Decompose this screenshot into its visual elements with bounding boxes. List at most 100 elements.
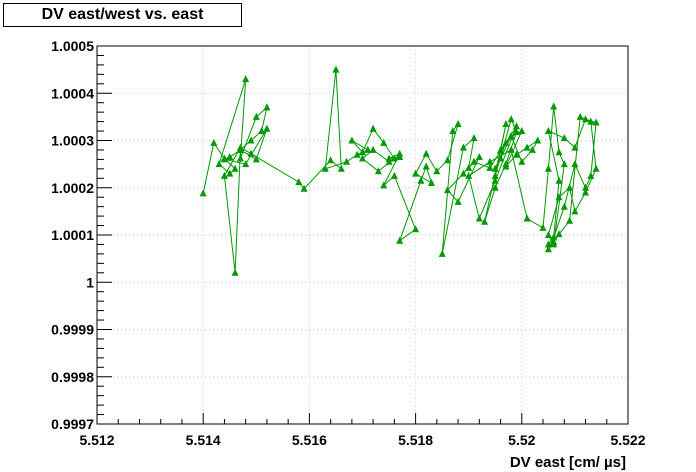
data-point-triangle <box>343 157 351 165</box>
data-point-triangle <box>491 176 499 184</box>
data-point-triangle <box>332 65 340 73</box>
data-point-triangle <box>539 223 547 231</box>
y-tick-label: 0.9998 <box>51 369 94 385</box>
data-point-triangle <box>396 236 404 244</box>
data-point-triangle <box>390 154 398 162</box>
data-point-triangle <box>231 164 239 172</box>
data-point-triangle <box>215 160 223 168</box>
data-point-triangle <box>385 154 393 162</box>
data-point-triangle <box>321 164 329 172</box>
data-point-triangle <box>582 115 589 123</box>
data-point-triangle <box>390 171 398 179</box>
y-tick-label: 1.0001 <box>51 227 94 243</box>
data-point-triangle <box>417 176 425 184</box>
data-point-triangle <box>438 249 446 257</box>
data-point-triangle <box>523 214 531 222</box>
data-point-triangle <box>576 112 584 120</box>
data-point-triangle <box>465 163 473 171</box>
x-tick-label: 5.52 <box>508 432 535 448</box>
tick-labels: 5.512 5.514 5.516 5.518 5.52 5.522 0.9997 0.999… <box>51 38 646 448</box>
data-point-triangle <box>513 122 520 130</box>
data-point-triangle <box>449 127 457 134</box>
data-point-triangle <box>544 245 552 253</box>
data-point-triangle <box>502 120 510 127</box>
data-point-triangle <box>582 188 589 196</box>
data-point-triangle <box>369 124 377 132</box>
data-point-triangle <box>475 214 483 222</box>
data-point-triangle <box>263 124 271 132</box>
data-point-triangle <box>444 156 451 164</box>
grid-lines <box>97 46 628 424</box>
data-point-triangle <box>507 145 515 153</box>
x-tick-label: 5.522 <box>610 432 645 448</box>
data-point-triangle <box>369 145 377 153</box>
data-point-triangle <box>571 143 579 151</box>
data-point-triangle <box>247 136 255 144</box>
y-tick-label: 1.0004 <box>51 85 94 101</box>
data-series <box>199 65 600 276</box>
data-point-triangle <box>412 169 420 177</box>
data-point-triangle <box>555 230 563 238</box>
data-point-triangle <box>550 233 558 241</box>
data-point-triangle <box>534 136 542 144</box>
data-point-triangle <box>295 178 303 186</box>
data-point-triangle <box>571 160 579 168</box>
data-point-triangle <box>592 118 600 126</box>
data-point-triangle <box>544 164 552 172</box>
data-point-triangle <box>300 184 308 192</box>
data-point-triangle <box>544 231 552 238</box>
data-point-triangle <box>199 189 207 197</box>
data-point-triangle <box>422 149 430 157</box>
data-point-triangle <box>226 169 234 177</box>
data-point-triangle <box>507 131 515 139</box>
data-point-triangle <box>236 143 244 151</box>
data-point-triangle <box>465 171 473 179</box>
y-tick-label: 0.9997 <box>51 416 94 432</box>
data-point-triangle <box>210 138 218 146</box>
data-point-triangle <box>587 117 595 125</box>
y-tick-label: 1.0002 <box>51 180 94 196</box>
data-point-triangle <box>592 164 600 172</box>
data-point-triangle <box>359 148 366 156</box>
data-point-triangle <box>454 197 462 205</box>
data-point-triangle <box>491 183 499 191</box>
data-point-triangle <box>491 164 499 172</box>
data-point-triangle <box>263 103 271 111</box>
data-point-triangle <box>528 145 536 153</box>
data-point-triangle <box>491 171 499 179</box>
data-point-triangle <box>518 157 526 165</box>
data-point-triangle <box>258 127 266 134</box>
data-point-triangle <box>242 75 250 83</box>
data-point-triangle <box>454 120 462 127</box>
data-point-triangle <box>242 160 250 168</box>
x-tick-label: 5.514 <box>186 432 221 448</box>
axis-ticks <box>96 45 629 425</box>
y-tick-label: 1 <box>86 274 94 290</box>
data-point-triangle <box>555 176 563 184</box>
y-tick-label: 1.0005 <box>51 38 94 54</box>
data-point-triangle <box>353 150 361 158</box>
data-point-triangle <box>523 143 531 151</box>
data-point-triangle <box>582 183 589 191</box>
data-point-triangle <box>374 167 382 175</box>
data-point-triangle <box>459 169 467 177</box>
data-point-triangle <box>560 134 568 142</box>
data-point-triangle <box>571 207 579 215</box>
data-point-triangle <box>380 138 388 146</box>
data-point-triangle <box>247 149 255 157</box>
data-point-triangle <box>220 171 228 179</box>
data-point-triangle <box>428 179 435 186</box>
data-point-triangle <box>502 138 510 146</box>
data-point-triangle <box>348 136 356 144</box>
data-point-triangle <box>587 171 595 179</box>
x-tick-label: 5.516 <box>292 432 327 448</box>
data-point-triangle <box>252 112 260 120</box>
data-point-triangle <box>560 202 568 210</box>
data-point-triangle <box>481 217 489 225</box>
x-axis-title: DV east [cm/ µs] <box>510 454 626 471</box>
y-tick-label: 0.9999 <box>51 322 94 338</box>
data-point-triangle <box>555 148 563 156</box>
data-point-triangle <box>252 155 260 163</box>
data-point-triangle <box>236 154 244 162</box>
